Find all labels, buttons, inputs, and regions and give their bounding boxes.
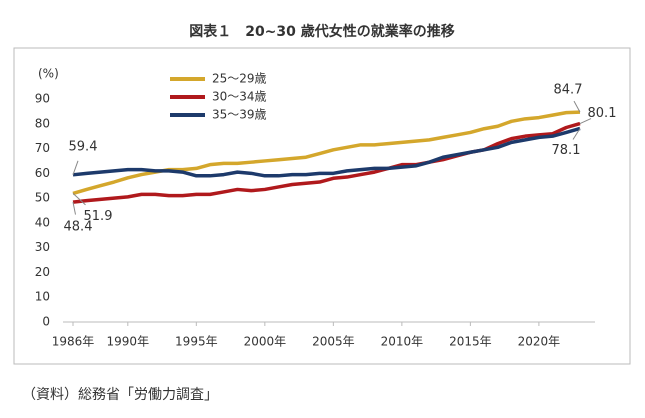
legend-label: 25～29歳 xyxy=(212,72,267,86)
series-line xyxy=(72,126,581,178)
series-line xyxy=(72,121,581,204)
data-label: 51.9 xyxy=(84,209,113,224)
y-tick-label: 70 xyxy=(35,141,50,155)
y-tick-label: 0 xyxy=(42,315,50,329)
y-tick-label: 40 xyxy=(35,215,50,229)
chart-frame xyxy=(13,47,631,365)
label-leader xyxy=(572,128,581,140)
legend-label: 35～39歳 xyxy=(212,108,267,122)
x-tick-label: 1995年 xyxy=(175,335,218,349)
data-label: 78.1 xyxy=(552,143,581,158)
y-tick-label: 90 xyxy=(35,92,50,106)
x-tick-label: 2020年 xyxy=(518,335,561,349)
x-tick-label: 2010年 xyxy=(381,335,424,349)
data-label: 59.4 xyxy=(69,139,98,154)
data-label: 80.1 xyxy=(588,106,617,121)
label-leader xyxy=(72,160,79,175)
chart-title: 図表１ 20~30 歳代女性の就業率の推移 xyxy=(189,23,455,40)
y-tick-label: 20 xyxy=(35,265,50,279)
x-tick-label: 2015年 xyxy=(449,335,492,349)
source-note: （資料）総務省「労働力調査」 xyxy=(22,387,218,403)
label-leader xyxy=(72,201,76,215)
label-leader xyxy=(579,118,592,124)
data-label: 84.7 xyxy=(554,83,583,98)
x-tick-label: 1986年 xyxy=(52,335,95,349)
x-tick-label: 2000年 xyxy=(244,335,287,349)
legend-label: 30～34歳 xyxy=(212,90,267,104)
label-leader xyxy=(573,100,581,113)
y-tick-label: 10 xyxy=(35,290,50,304)
y-tick-label: 60 xyxy=(35,166,50,180)
x-tick-label: 1990年 xyxy=(107,335,150,349)
x-tick-label: 2005年 xyxy=(312,335,355,349)
label-leader xyxy=(72,193,86,206)
y-axis-label: (%) xyxy=(38,67,59,81)
y-tick-label: 80 xyxy=(35,116,50,130)
data-label: 48.4 xyxy=(64,220,93,235)
y-tick-label: 30 xyxy=(35,240,50,254)
y-tick-label: 50 xyxy=(35,191,50,205)
